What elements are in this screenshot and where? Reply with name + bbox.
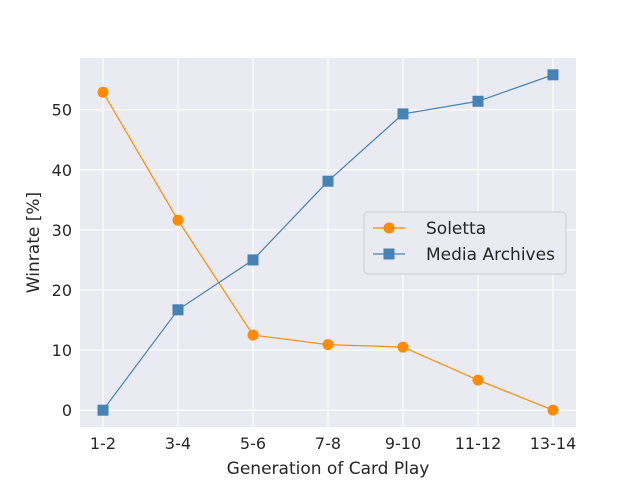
data-point-media-archives-7-8 [322, 175, 334, 187]
y-tick-label-0: 0 [62, 401, 72, 420]
series-layer [97, 69, 559, 416]
data-point-soletta-3-4 [172, 214, 184, 226]
data-point-media-archives-3-4 [172, 304, 184, 316]
data-point-soletta-1-2 [97, 86, 109, 98]
y-tick-label-20: 20 [52, 281, 72, 300]
data-point-media-archives-13-14 [547, 69, 559, 81]
data-point-soletta-7-8 [322, 339, 334, 351]
y-tick-label-50: 50 [52, 101, 72, 120]
x-tick-label-3-4: 3-4 [165, 434, 191, 453]
legend-marker-soletta [383, 222, 395, 234]
x-tick-label-13-14: 13-14 [530, 434, 577, 453]
data-point-soletta-5-6 [247, 329, 259, 341]
x-tick-label-7-8: 7-8 [315, 434, 341, 453]
legend-label-media-archives: Media Archives [426, 245, 555, 265]
x-tick-label-1-2: 1-2 [90, 434, 116, 453]
legend-label-soletta: Soletta [426, 219, 486, 239]
y-axis-label: Winrate [%] [24, 192, 44, 293]
data-point-soletta-11-12 [472, 374, 484, 386]
x-tick-label-9-10: 9-10 [385, 434, 421, 453]
y-tick-label-30: 30 [52, 221, 72, 240]
data-point-media-archives-9-10 [397, 108, 409, 120]
x-tick-label-11-12: 11-12 [455, 434, 502, 453]
legend: Soletta Media Archives [363, 211, 567, 275]
data-point-media-archives-1-2 [97, 404, 109, 416]
data-point-media-archives-5-6 [247, 254, 259, 266]
legend-marker-media-archives [383, 248, 395, 260]
data-point-soletta-9-10 [397, 341, 409, 353]
data-point-media-archives-11-12 [472, 95, 484, 107]
legend-box [363, 211, 567, 275]
x-tick-label-5-6: 5-6 [240, 434, 266, 453]
y-tick-label-40: 40 [52, 161, 72, 180]
x-axis-label: Generation of Card Play [227, 459, 430, 479]
y-tick-label-10: 10 [52, 341, 72, 360]
ticks: 1-2 3-4 5-6 7-8 9-10 11-12 13-14 0 10 20 30 40 50 [52, 101, 577, 453]
data-point-soletta-13-14 [547, 404, 559, 416]
